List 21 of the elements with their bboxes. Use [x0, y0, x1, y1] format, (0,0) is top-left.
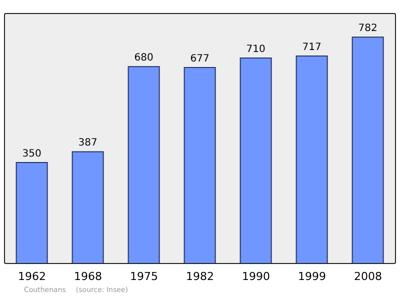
data-label: 387 [78, 138, 98, 149]
bar [16, 162, 48, 264]
data-label: 350 [22, 148, 42, 160]
bar [296, 55, 328, 264]
bar [240, 57, 272, 264]
x-tick-label: 1962 [18, 270, 46, 283]
x-tick-label: 1982 [186, 270, 214, 283]
x-tick-label: 1975 [130, 270, 158, 283]
bar [184, 67, 216, 264]
data-label: 680 [134, 52, 154, 64]
bar [352, 36, 384, 264]
bar [128, 66, 160, 264]
x-tick-label: 1999 [298, 270, 326, 283]
data-label: 717 [302, 42, 322, 53]
data-label: 677 [190, 54, 210, 65]
x-tick-label: 1968 [74, 270, 102, 283]
x-tick-label: 1990 [242, 270, 270, 283]
data-label: 782 [358, 23, 378, 34]
bar [72, 151, 104, 264]
x-tick-label: 2008 [354, 270, 382, 283]
data-label: 710 [246, 44, 266, 55]
